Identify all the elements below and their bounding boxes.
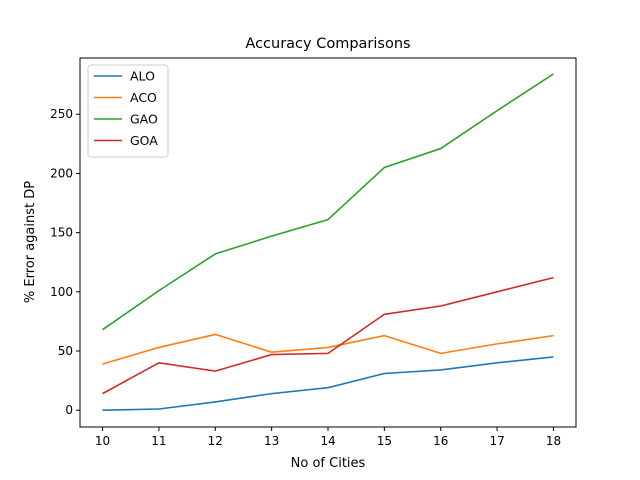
legend-label-gao: GAO bbox=[130, 112, 158, 127]
x-tick-label: 10 bbox=[95, 434, 110, 448]
y-tick-label: 50 bbox=[58, 344, 73, 358]
legend-box bbox=[87, 64, 169, 158]
series-line-alo bbox=[102, 356, 554, 411]
x-tick-label: 18 bbox=[546, 434, 561, 448]
series-line-gao bbox=[102, 73, 554, 331]
plot-area: 10 11 12 13 14 15 16 17 18 0 50 100 150 200 250 bbox=[50, 73, 561, 448]
legend-label-goa: GOA bbox=[130, 133, 158, 148]
y-tick-label: 100 bbox=[50, 285, 73, 299]
x-tick-label: 17 bbox=[489, 434, 504, 448]
legend-label-aco: ACO bbox=[130, 90, 157, 105]
x-tick-label: 14 bbox=[320, 434, 335, 448]
y-tick-label: 250 bbox=[50, 107, 73, 121]
plot-frame bbox=[79, 57, 577, 428]
legend-label-alo: ALO bbox=[130, 69, 155, 84]
y-tick-label: 0 bbox=[65, 403, 73, 417]
x-tick-label: 12 bbox=[208, 434, 223, 448]
series-line-goa bbox=[102, 276, 554, 395]
x-tick-label: 16 bbox=[433, 434, 448, 448]
series-line-aco bbox=[102, 333, 554, 365]
x-axis-label: No of Cities bbox=[291, 456, 366, 471]
x-tick-label: 13 bbox=[264, 434, 279, 448]
x-tick-label: 11 bbox=[151, 434, 166, 448]
legend: ALO ACO GAO GOA bbox=[87, 64, 169, 158]
y-tick-label: 200 bbox=[50, 166, 73, 180]
y-axis-label: % Error against DP bbox=[23, 181, 38, 303]
y-tick-label: 150 bbox=[50, 226, 73, 240]
x-tick-label: 15 bbox=[377, 434, 392, 448]
chart-title: Accuracy Comparisons bbox=[245, 36, 410, 52]
